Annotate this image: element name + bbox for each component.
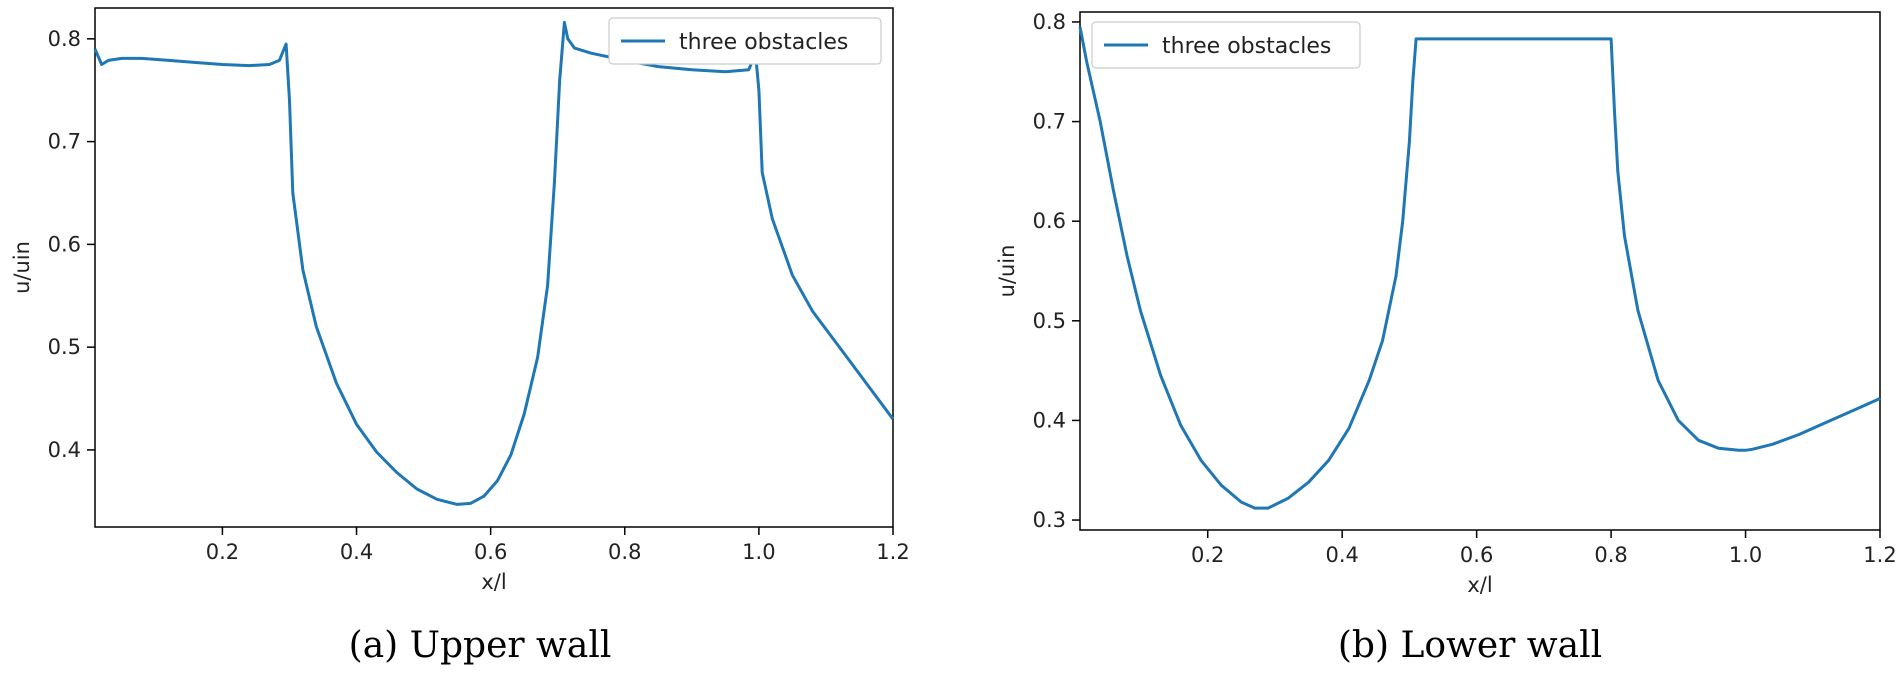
x-axis-label: x/l bbox=[481, 570, 506, 594]
panel-lower-wall: 0.2 0.4 0.6 0.8 1.0 1.2 0.3 0.4 0.5 0.6 0.7 0.8 th… bbox=[995, 10, 1897, 666]
x-tick-label: 1.2 bbox=[1863, 543, 1896, 567]
legend: three obstacles bbox=[1091, 21, 1361, 69]
series-line-three-obstacles bbox=[1078, 26, 1881, 510]
y-tick-label: 0.6 bbox=[1033, 209, 1066, 233]
x-tick-label: 1.0 bbox=[1729, 543, 1762, 567]
y-tick-label: 0.4 bbox=[1033, 408, 1066, 432]
x-tick-label: 0.2 bbox=[206, 540, 239, 564]
y-axis-ticks: 0.3 0.4 0.5 0.6 0.7 0.8 bbox=[1033, 10, 1080, 532]
legend-box bbox=[1091, 21, 1361, 69]
panel-caption: (a) Upper wall bbox=[349, 625, 612, 666]
y-tick-label: 0.5 bbox=[48, 335, 81, 359]
x-tick-label: 0.4 bbox=[340, 540, 373, 564]
x-axis-ticks: 0.2 0.4 0.6 0.8 1.0 1.2 bbox=[1191, 530, 1897, 567]
x-tick-label: 0.6 bbox=[474, 540, 507, 564]
y-tick-label: 0.8 bbox=[1033, 10, 1066, 34]
y-tick-label: 0.5 bbox=[1033, 309, 1066, 333]
x-tick-label: 0.2 bbox=[1191, 543, 1224, 567]
x-tick-label: 1.0 bbox=[742, 540, 775, 564]
y-tick-label: 0.4 bbox=[48, 438, 81, 462]
x-axis-label: x/l bbox=[1467, 573, 1492, 597]
y-axis-label: u/uin bbox=[995, 245, 1019, 298]
legend: three obstacles bbox=[608, 17, 882, 65]
y-tick-label: 0.7 bbox=[48, 130, 81, 154]
y-axis-label: u/uin bbox=[10, 241, 34, 294]
x-tick-label: 0.8 bbox=[608, 540, 641, 564]
x-tick-label: 0.6 bbox=[1460, 543, 1493, 567]
x-tick-label: 1.2 bbox=[876, 540, 909, 564]
x-tick-label: 0.4 bbox=[1325, 543, 1358, 567]
plot-frame bbox=[1079, 11, 1881, 531]
legend-box bbox=[608, 17, 882, 65]
x-tick-label: 0.8 bbox=[1594, 543, 1627, 567]
y-tick-label: 0.6 bbox=[48, 232, 81, 256]
panel-upper-wall: 0.2 0.4 0.6 0.8 1.0 1.2 0.4 0.5 0.6 0.7 0.8 three… bbox=[10, 7, 910, 666]
series-line-three-obstacles bbox=[93, 20, 895, 506]
legend-entry: three obstacles bbox=[1162, 34, 1331, 59]
panel-caption: (b) Lower wall bbox=[1338, 625, 1602, 666]
y-tick-label: 0.7 bbox=[1033, 110, 1066, 134]
plot-frame bbox=[94, 7, 894, 528]
y-axis-ticks: 0.4 0.5 0.6 0.7 0.8 bbox=[48, 27, 95, 462]
y-tick-label: 0.3 bbox=[1033, 508, 1066, 532]
y-tick-label: 0.8 bbox=[48, 27, 81, 51]
x-axis-ticks: 0.2 0.4 0.6 0.8 1.0 1.2 bbox=[206, 527, 910, 564]
legend-entry: three obstacles bbox=[679, 30, 848, 55]
